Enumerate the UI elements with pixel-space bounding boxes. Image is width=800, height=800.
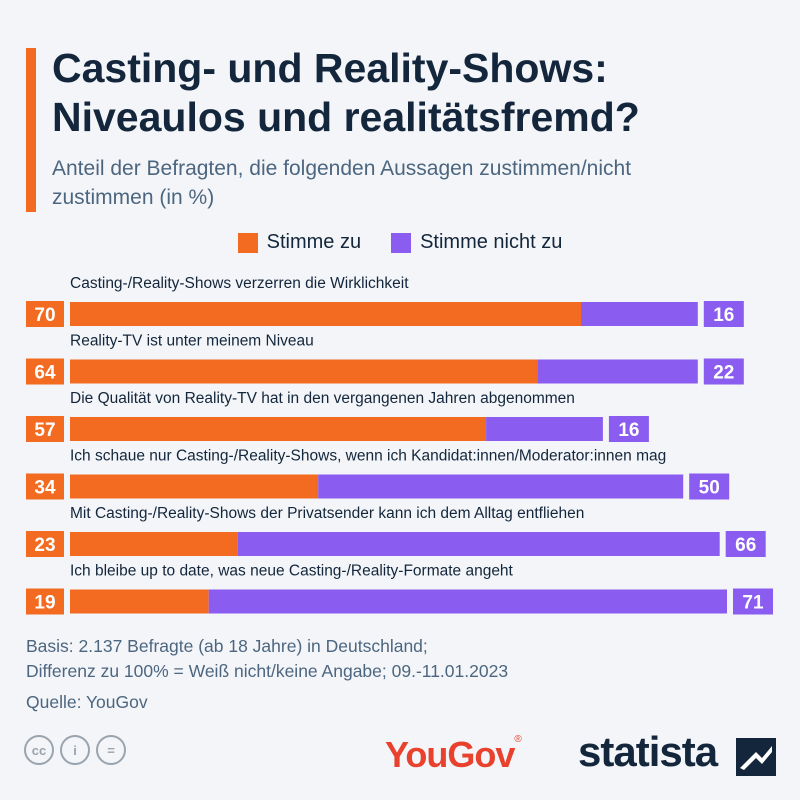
agree-value-label: 23 (34, 535, 55, 556)
footer-note: Differenz zu 100% = Weiß nicht/keine Ang… (26, 661, 509, 681)
agree-bar (70, 359, 538, 384)
agree-value-box (26, 588, 64, 615)
disagree-bar (237, 532, 720, 556)
disagree-value-label: 71 (742, 593, 764, 614)
disagree-value-box (725, 531, 766, 557)
disagree-value-box (703, 358, 744, 385)
agree-value-label: 19 (34, 593, 55, 614)
no-derivatives-icon[interactable]: = (96, 735, 126, 765)
disagree-value-label: 50 (699, 478, 720, 499)
chart-subtitle: Anteil der Befragten, die folgenden Auss… (52, 157, 632, 209)
agree-value-label: 70 (34, 305, 55, 326)
legend-item-agree: Stimme zu (237, 231, 362, 254)
statista-wordmark: statista (578, 728, 718, 775)
footer-basis: Basis: 2.137 Befragte (ab 18 Jahre) in D… (26, 636, 428, 656)
agree-value-box (26, 358, 64, 385)
statista-logo-icon (736, 738, 776, 776)
accent-bar (26, 48, 36, 212)
footer: Basis: 2.137 Befragte (ab 18 Jahre) in D… (26, 634, 508, 715)
agree-bar (70, 302, 581, 326)
disagree-value-label: 22 (713, 363, 734, 384)
agree-value-box (26, 473, 64, 500)
agree-value-label: 34 (34, 478, 56, 499)
disagree-value-box (608, 416, 649, 442)
disagree-value-box (703, 301, 744, 327)
agree-value-label: 64 (34, 363, 56, 384)
legend-swatch-disagree (391, 232, 412, 253)
disagree-value-box (689, 473, 730, 500)
category-label: Ich schaue nur Casting-/Reality-Shows, w… (70, 448, 666, 465)
legend-label-disagree: Stimme nicht zu (420, 231, 563, 253)
statista-logo[interactable]: statista (578, 728, 718, 776)
legend-swatch-agree (237, 232, 258, 253)
agree-value-box (26, 531, 64, 557)
disagree-value-label: 16 (713, 305, 734, 326)
cc-icon[interactable]: cc (24, 735, 54, 765)
agree-bar (70, 532, 238, 556)
disagree-bar (318, 474, 684, 499)
disagree-value-box (733, 588, 773, 615)
stacked-bar-chart: Casting-/Reality-Shows verzerren die Wir… (26, 275, 773, 615)
category-label: Casting-/Reality-Shows verzerren die Wir… (70, 275, 409, 292)
disagree-value-label: 16 (618, 420, 639, 441)
category-label: Reality-TV ist unter meinem Niveau (70, 333, 314, 350)
disagree-bar (581, 302, 698, 326)
category-label: Mit Casting-/Reality-Shows der Privatsen… (70, 505, 584, 522)
agree-value-box (26, 301, 64, 327)
agree-bar (70, 589, 209, 614)
agree-bar (70, 474, 319, 499)
disagree-bar (537, 359, 698, 384)
legend-item-disagree: Stimme nicht zu (391, 231, 562, 254)
agree-bar (70, 417, 487, 441)
agree-value-label: 57 (34, 420, 55, 441)
disagree-value-label: 66 (735, 535, 756, 556)
legend-label-agree: Stimme zu (266, 231, 362, 253)
license-icons: cc i = (24, 735, 126, 765)
category-label: Die Qualität von Reality-TV hat in den v… (70, 390, 575, 407)
yougov-wordmark: YouGov (385, 734, 515, 775)
legend: Stimme zu Stimme nicht zu (0, 231, 800, 254)
chart-title: Casting- und Reality-Shows: Niveaulos un… (52, 45, 640, 140)
attribution-icon[interactable]: i (60, 735, 90, 765)
agree-value-box (26, 416, 64, 442)
disagree-bar (486, 417, 603, 441)
yougov-logo[interactable]: YouGov® (385, 734, 522, 775)
footer-source: Quelle: YouGov (26, 692, 148, 712)
disagree-bar (208, 589, 727, 614)
category-label: Ich bleibe up to date, was neue Casting-… (70, 563, 514, 580)
